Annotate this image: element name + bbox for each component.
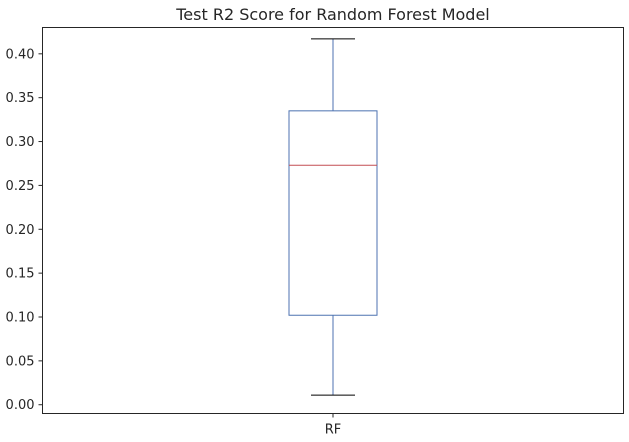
box-iqr [288,110,378,316]
y-tick-label: 0.00 [6,398,35,413]
y-tick-label: 0.40 [6,47,35,62]
y-tick-label: 0.20 [6,223,35,238]
x-axis: RF [325,413,342,438]
y-tick-label: 0.15 [6,267,35,282]
x-tick-label: RF [325,423,342,438]
y-tick-label: 0.25 [6,179,35,194]
y-axis: 0.00 0.05 0.10 0.15 0.20 0.25 0.30 0.35 0.40 [6,47,43,413]
y-tick-label: 0.30 [6,135,35,150]
y-tick-label: 0.05 [6,354,35,369]
chart-title: Test R2 Score for Random Forest Model [175,5,490,24]
y-tick-label: 0.10 [6,311,35,326]
box-series [288,38,378,396]
y-tick-label: 0.35 [6,91,35,106]
